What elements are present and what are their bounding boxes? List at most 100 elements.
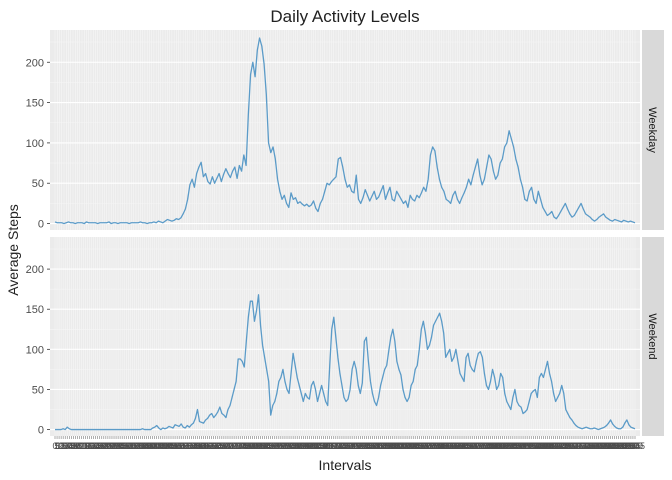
- x-tick-label: 915: [273, 441, 288, 451]
- x-tick-label: 425: [155, 441, 170, 451]
- x-tick-label: 1120: [322, 441, 341, 451]
- x-tick-label: 1550: [432, 441, 452, 451]
- x-tick-label: 1915: [515, 441, 535, 451]
- x-tick-label: 315: [127, 441, 142, 451]
- x-tick-label: 1410: [391, 441, 411, 451]
- x-tick-label: 1105: [316, 441, 335, 451]
- x-tick-label: 415: [151, 441, 166, 451]
- vertical-gridlines: [54, 30, 636, 230]
- facet-panels: 050100150200Weekday050100150200Weekend05…: [26, 30, 664, 451]
- x-tick-label: 1900: [509, 441, 529, 451]
- x-tick-label: 115: [78, 441, 92, 451]
- x-tick-label: 1125: [324, 441, 343, 451]
- x-tick-label: 405: [147, 441, 162, 451]
- x-tick-label: 1725: [470, 441, 490, 451]
- x-tick-label: 300: [121, 441, 136, 451]
- x-tick-label: 925: [277, 441, 292, 451]
- x-tick-label: 1555: [434, 441, 454, 451]
- x-tick-label: 1230: [350, 441, 370, 451]
- x-tick-label: 1830: [497, 441, 517, 451]
- x-tick-label: 710: [223, 441, 238, 451]
- x-tick-label: 2005: [535, 441, 555, 451]
- x-tick-label: 400: [145, 441, 160, 451]
- x-tick-label: 435: [159, 441, 174, 451]
- x-tick-label: 2025: [544, 441, 564, 451]
- x-tick-label: 1140: [330, 441, 349, 451]
- x-tick-label: 1620: [444, 441, 464, 451]
- x-tick-label: 155: [94, 441, 109, 451]
- x-tick-label: 740: [235, 441, 250, 451]
- x-tick-label: 20: [58, 441, 68, 451]
- y-tick-label: 50: [32, 384, 44, 396]
- x-tick-label: 1535: [426, 441, 446, 451]
- x-tick-label: 540: [186, 441, 201, 451]
- x-tick-label: 900: [267, 441, 282, 451]
- x-tick-label: 25: [60, 441, 70, 451]
- x-tick-label: 930: [279, 441, 294, 451]
- x-tick-label: 255: [119, 441, 134, 451]
- x-tick-label: 1925: [519, 441, 539, 451]
- x-tick-label: 820: [251, 441, 266, 451]
- y-tick-label: 200: [26, 264, 44, 276]
- x-tick-label: 2240: [599, 441, 619, 451]
- x-tick-label: 2245: [601, 441, 621, 451]
- x-tick-label: 2125: [568, 441, 588, 451]
- x-tick-label: 920: [275, 441, 290, 451]
- x-tick-label: 2315: [613, 441, 633, 451]
- panel-background: [50, 237, 640, 436]
- x-tick-label: 345: [139, 441, 154, 451]
- x-tick-label: 1755: [483, 441, 503, 451]
- x-tick-label: 200: [96, 441, 111, 451]
- x-tick-label: 10: [54, 441, 64, 451]
- x-tick-label: 1130: [326, 441, 345, 451]
- x-tick-label: 1705: [462, 441, 482, 451]
- x-tick-label: 815: [249, 441, 264, 451]
- x-tick-label: 455: [168, 441, 183, 451]
- x-tick-label: 1600: [436, 441, 456, 451]
- x-tick-label: 1430: [399, 441, 419, 451]
- x-tick-label: 445: [163, 441, 178, 451]
- x-tick-label: 2015: [540, 441, 560, 451]
- x-tick-label: 1605: [438, 441, 458, 451]
- x-tick-label: 1305: [364, 441, 384, 451]
- x-tick-label: 2320: [615, 441, 635, 451]
- x-tick-label: 1630: [448, 441, 468, 451]
- x-tick-label: 555: [192, 441, 207, 451]
- x-tick-label: 410: [149, 441, 164, 451]
- x-tick-label: 550: [190, 441, 205, 451]
- x-tick-label: 700: [218, 441, 233, 451]
- x-tick-label: 1050: [310, 441, 330, 451]
- x-tick-label: 2205: [584, 441, 604, 451]
- x-tick-label: 1545: [430, 441, 450, 451]
- x-tick-label: 1930: [521, 441, 541, 451]
- x-tick-label: 55: [72, 441, 82, 451]
- series-line-weekend: [55, 294, 636, 431]
- x-tick-label: 810: [247, 441, 262, 451]
- x-tick-label: 2250: [603, 441, 623, 451]
- x-tick-label: 330: [133, 441, 148, 451]
- x-tick-label: 615: [200, 441, 215, 451]
- x-tick-label: 1400: [387, 441, 407, 451]
- x-tick-label: 1345: [381, 441, 401, 451]
- x-tick-label: 1055: [312, 441, 332, 451]
- x-tick-label: 1855: [507, 441, 527, 451]
- x-tick-label: 215: [102, 441, 117, 451]
- x-tick-label: 420: [153, 441, 168, 451]
- x-tick-label: 1040: [305, 441, 325, 451]
- x-tick-label: 5: [55, 441, 60, 451]
- y-tick-label: 0: [38, 219, 44, 231]
- x-tick-label: 1145: [332, 441, 351, 451]
- x-tick-label: 530: [182, 441, 197, 451]
- x-tick-label: 1805: [487, 441, 507, 451]
- x-tick-label: 15: [56, 441, 66, 451]
- x-tick-label: 2130: [570, 441, 590, 451]
- x-tick-label: 30: [62, 441, 72, 451]
- x-ticks: [54, 436, 636, 439]
- x-tick-label: 2100: [558, 441, 578, 451]
- x-tick-label: 1155: [336, 441, 355, 451]
- x-tick-label: 2110: [562, 441, 581, 451]
- x-tick-label: 1955: [531, 441, 551, 451]
- x-tick-label: 2300: [607, 441, 627, 451]
- x-tick-label: 1640: [452, 441, 472, 451]
- series-line-weekday: [54, 37, 636, 225]
